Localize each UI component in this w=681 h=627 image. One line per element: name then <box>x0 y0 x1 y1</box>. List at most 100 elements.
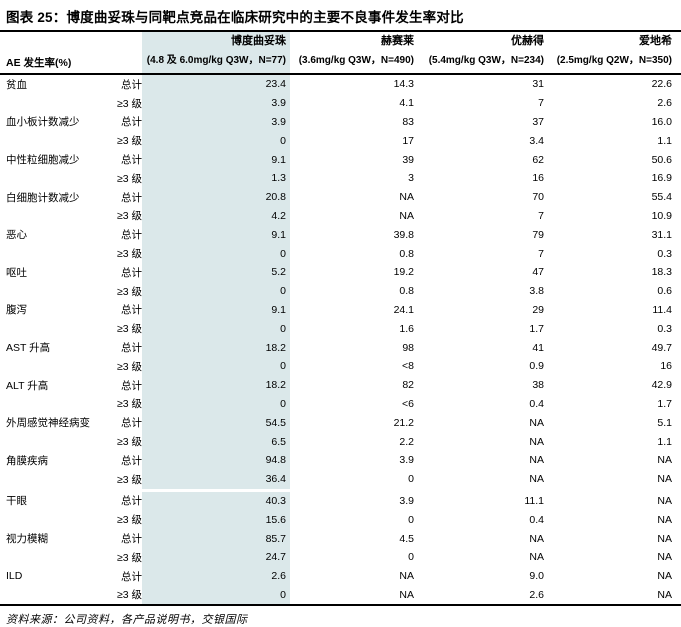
ae-name: AST 升高 <box>6 342 51 355</box>
value-cell: 7 <box>538 247 544 260</box>
value-cell: 14.3 <box>393 78 414 91</box>
value-cell: 23.4 <box>142 75 290 94</box>
ae-name: 干眼 <box>6 495 27 508</box>
column-header-drug-1: 博度曲妥珠 (4.8 及 6.0mg/kg Q3W，N=77) <box>142 32 290 73</box>
table-row: ≥3 级 36.4 0 NA NA <box>0 469 681 489</box>
ae-name: 贫血 <box>6 78 27 91</box>
value-cell: 0.8 <box>399 247 414 260</box>
value-cell: 47 <box>532 266 544 279</box>
sub-row-label: 总计 <box>121 304 142 317</box>
sub-row-label: 总计 <box>121 495 142 508</box>
table-row: ≥3 级 0 NA 2.6 NA <box>0 585 681 605</box>
sub-row-label: 总计 <box>121 78 142 91</box>
value-cell: 3.9 <box>142 112 290 132</box>
value-cell: 1.7 <box>657 397 672 410</box>
column-header-drug-4: 爱地希 (2.5mg/kg Q2W，N=350) <box>546 32 676 73</box>
value-cell: 1.6 <box>399 322 414 335</box>
row-header-cell: AE 发生率(%) <box>6 32 142 73</box>
sub-row-label: 总计 <box>121 266 142 279</box>
value-cell: 3.9 <box>399 454 414 467</box>
sub-row-label: 总计 <box>121 154 142 167</box>
sub-row-label: 总计 <box>121 342 142 355</box>
table-row: ILD 总计 2.6 NA 9.0 NA <box>0 566 681 586</box>
table-row: 白细胞计数减少 总计 20.8 NA 70 55.4 <box>0 187 681 207</box>
value-cell: NA <box>657 494 672 507</box>
value-cell: 19.2 <box>393 266 414 279</box>
value-cell: 24.1 <box>393 303 414 316</box>
value-cell: 41 <box>532 341 544 354</box>
value-cell: 2.2 <box>399 435 414 448</box>
value-cell: 39 <box>402 153 414 166</box>
value-cell: 18.2 <box>142 338 290 357</box>
sub-row-label: 总计 <box>121 229 142 242</box>
source-note: 资料来源：公司资料，各产品说明书，交银国际 <box>6 614 248 627</box>
sub-row-label: ≥3 级 <box>116 210 142 223</box>
value-cell: 0 <box>142 394 290 414</box>
value-cell: 38 <box>532 379 544 392</box>
value-cell: NA <box>657 588 672 601</box>
value-cell: NA <box>529 416 544 429</box>
value-cell: 31.1 <box>651 228 672 241</box>
table-row: ≥3 级 15.6 0 0.4 NA <box>0 510 681 530</box>
ae-comparison-table: AE 发生率(%) 博度曲妥珠 (4.8 及 6.0mg/kg Q3W，N=77… <box>0 32 681 607</box>
value-cell: 24.7 <box>142 547 290 567</box>
value-cell: 4.5 <box>399 532 414 545</box>
value-cell: NA <box>399 191 414 204</box>
value-cell: 3.4 <box>529 134 544 147</box>
value-cell: 0 <box>408 551 414 564</box>
sub-row-label: ≥3 级 <box>116 514 142 527</box>
value-cell: <8 <box>402 360 414 373</box>
value-cell: 1.1 <box>657 134 672 147</box>
value-cell: NA <box>529 454 544 467</box>
value-cell: 22.6 <box>651 78 672 91</box>
sub-row-label: ≥3 级 <box>116 436 142 449</box>
value-cell: 3.9 <box>142 93 290 113</box>
value-cell: NA <box>399 570 414 583</box>
ae-name: 角膜疾病 <box>6 454 48 467</box>
value-cell: 0.4 <box>529 397 544 410</box>
value-cell: 0.9 <box>529 360 544 373</box>
value-cell: NA <box>399 588 414 601</box>
sub-row-label: 总计 <box>121 116 142 129</box>
value-cell: 16.0 <box>651 115 672 128</box>
value-cell: 18.2 <box>142 375 290 395</box>
table-row: ≥3 级 0 <6 0.4 1.7 <box>0 394 681 414</box>
value-cell: 5.1 <box>657 416 672 429</box>
ae-name: 腹泻 <box>6 304 27 317</box>
value-cell: NA <box>657 454 672 467</box>
value-cell: 0 <box>408 513 414 526</box>
table-row: ≥3 级 1.3 3 16 16.9 <box>0 168 681 188</box>
table-row: ≥3 级 0 0.8 7 0.3 <box>0 244 681 263</box>
value-cell: 0 <box>142 281 290 301</box>
value-cell: 11.1 <box>524 494 544 507</box>
sub-row-label: ≥3 级 <box>116 323 142 336</box>
table-row: 腹泻 总计 9.1 24.1 29 11.4 <box>0 300 681 320</box>
value-cell: 9.1 <box>142 150 290 169</box>
ae-name: 恶心 <box>6 229 27 242</box>
table-row: AST 升高 总计 18.2 98 41 49.7 <box>0 338 681 357</box>
row-header-label: AE 发生率(%) <box>6 57 72 69</box>
table-row: ≥3 级 3.9 4.1 7 2.6 <box>0 93 681 113</box>
table-row: 贫血 总计 23.4 14.3 31 22.6 <box>0 75 681 94</box>
figure-title: 图表 25：博度曲妥珠与同靶点竞品在临床研究中的主要不良事件发生率对比 <box>0 0 681 32</box>
value-cell: 31 <box>532 78 544 91</box>
value-cell: 16 <box>532 172 544 185</box>
table-row: ALT 升高 总计 18.2 82 38 42.9 <box>0 375 681 395</box>
value-cell: 7 <box>538 209 544 222</box>
sub-row-label: ≥3 级 <box>116 248 142 261</box>
table-row: 血小板计数减少 总计 3.9 83 37 16.0 <box>0 112 681 132</box>
table-row: ≥3 级 0 17 3.4 1.1 <box>0 131 681 151</box>
value-cell: 4.2 <box>142 206 290 226</box>
table-row: 干眼 总计 40.3 3.9 11.1 NA <box>0 491 681 511</box>
sub-row-label: ≥3 级 <box>116 360 142 373</box>
sub-row-label: ≥3 级 <box>116 97 142 110</box>
sub-row-label: 总计 <box>121 417 142 430</box>
value-cell: 83 <box>402 115 414 128</box>
value-cell: 11.4 <box>652 303 672 316</box>
ae-name: 血小板计数减少 <box>6 116 80 129</box>
table-row: 恶心 总计 9.1 39.8 79 31.1 <box>0 225 681 245</box>
value-cell: 17 <box>402 134 414 147</box>
value-cell: 98 <box>402 341 414 354</box>
value-cell: 0 <box>142 585 290 605</box>
